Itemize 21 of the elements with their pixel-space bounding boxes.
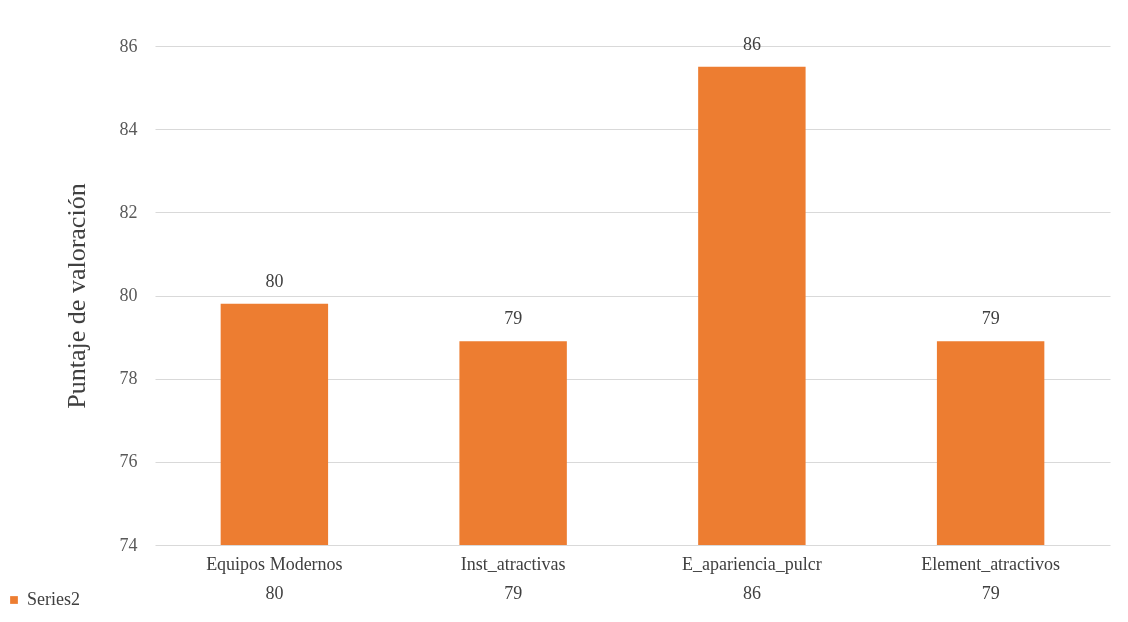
x-tick-label: E_apariencia_pulcr — [681, 553, 822, 574]
x-tick-label: Equipos Modernos — [206, 553, 343, 574]
x-tick-label: Inst_atractivas — [460, 553, 566, 574]
data-label: 79 — [504, 583, 523, 603]
y-tick-label: 78 — [119, 368, 138, 389]
legend-label: Series2 — [27, 589, 80, 609]
y-tick-label: 84 — [119, 118, 138, 139]
y-tick-label: 74 — [119, 534, 138, 555]
y-tick-label: 86 — [119, 35, 138, 56]
y-tick-label: 80 — [119, 285, 138, 305]
y-tick-label: 76 — [119, 451, 138, 472]
data-label: 86 — [742, 583, 761, 603]
text: 79 — [981, 308, 1000, 329]
text: 79 — [504, 308, 523, 329]
text: 86 — [742, 33, 761, 54]
x-tick-label: Element_atractivos — [921, 553, 1061, 574]
data-label: 80 — [265, 583, 284, 603]
y-axis-title: Puntaje de valoración — [61, 183, 91, 409]
data-label: 79 — [981, 583, 1000, 603]
text: 80 — [265, 270, 284, 291]
y-tick-label: 82 — [119, 201, 138, 222]
